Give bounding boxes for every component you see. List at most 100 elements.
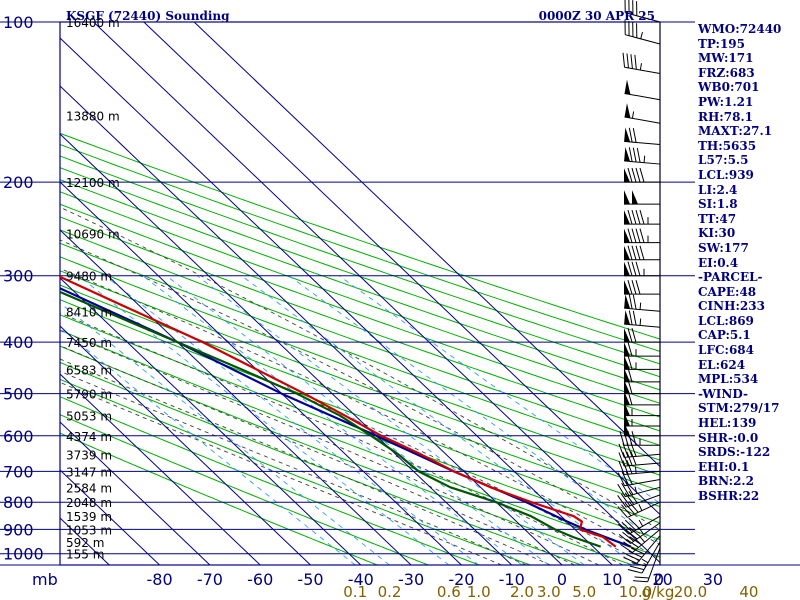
station-param: FRZ:683	[698, 65, 755, 80]
barb-full	[627, 245, 633, 260]
dry-adiabat	[60, 432, 378, 565]
dry-adiabat	[60, 203, 660, 418]
dry-adiabat	[60, 132, 660, 340]
mixing-ratio-label: 0.6	[437, 583, 461, 600]
barb-full	[627, 341, 633, 357]
barb-full	[631, 167, 637, 183]
barb-staff	[624, 470, 661, 476]
barb-full	[618, 452, 625, 467]
barb-full	[622, 443, 629, 458]
barb-full	[628, 147, 633, 162]
barb-half	[638, 504, 643, 511]
barb-full	[628, 501, 639, 513]
barb-staff	[624, 116, 661, 124]
height-label: 4374 m	[66, 430, 112, 444]
pressure-label: 300	[3, 267, 34, 286]
barb-full	[622, 451, 629, 466]
barb-full	[627, 327, 633, 343]
wind-barb	[624, 103, 661, 124]
mixing-ratio-label: 40	[739, 583, 758, 600]
barb-full	[624, 519, 637, 531]
wind-barb	[624, 210, 660, 225]
isotherm	[59, 85, 563, 566]
height-label: 5053 m	[66, 410, 112, 424]
station-param: RH:78.1	[698, 109, 753, 124]
barb-full	[632, 128, 637, 143]
dry-adiabat	[60, 143, 660, 352]
wind-barb	[624, 190, 660, 205]
isotherm	[59, 133, 513, 566]
wind-barb	[618, 460, 661, 476]
barb-flag	[632, 190, 638, 205]
moist-adiabat	[60, 267, 660, 560]
mixing-ratio-label: 20.0	[674, 583, 707, 600]
wind-barb	[624, 79, 661, 101]
barb-full	[620, 543, 633, 553]
pressure-label: 600	[3, 427, 34, 446]
barb-half	[639, 528, 645, 535]
station-param: CAP:5.1	[698, 328, 751, 343]
barb-full	[628, 550, 643, 558]
temperature-tick-label: -70	[197, 570, 223, 589]
station-param: MW:171	[698, 51, 754, 66]
isotherm	[59, 421, 211, 566]
barb-staff	[624, 140, 661, 146]
station-param: WMO:72440	[698, 22, 782, 36]
barb-full	[629, 565, 645, 571]
barb-full	[631, 327, 637, 343]
height-label: 3739 m	[66, 448, 112, 462]
wind-barb	[627, 541, 661, 574]
barb-full	[625, 471, 633, 485]
wind-barb	[624, 341, 660, 357]
temperature-tick-label: -30	[398, 570, 424, 589]
barb-full	[626, 460, 633, 474]
barb-full	[631, 261, 637, 276]
barb-full	[625, 481, 634, 495]
isotherm	[59, 229, 412, 566]
barb-full	[625, 529, 638, 540]
temperature-tick-label: 10	[602, 570, 622, 589]
barb-full	[639, 167, 645, 183]
height-label: 12100 m	[66, 176, 120, 190]
barb-full	[632, 294, 637, 310]
barb-full	[628, 310, 633, 325]
pressure-label: 700	[3, 462, 34, 481]
barb-staff	[628, 515, 661, 535]
temperature-tick-label: -10	[499, 570, 525, 589]
barb-full	[635, 280, 641, 295]
wind-barb	[624, 167, 660, 183]
wind-barb	[624, 261, 660, 277]
barb-full	[619, 431, 625, 446]
barb-full	[635, 228, 641, 243]
barb-full	[627, 569, 643, 574]
barb-full	[618, 523, 630, 535]
barb-full	[635, 167, 641, 183]
barb-staff	[626, 494, 661, 508]
wind-barb	[617, 490, 661, 508]
height-label: 155 m	[66, 548, 104, 562]
barb-flag	[624, 379, 630, 394]
dry-adiabat	[60, 414, 429, 565]
wind-barb	[624, 411, 660, 427]
pressure-label: 800	[3, 493, 34, 512]
barb-full	[617, 472, 625, 486]
station-param: WB0:701	[698, 80, 760, 95]
dry-adiabat	[60, 396, 480, 565]
dry-adiabat	[60, 229, 660, 446]
barb-half	[631, 111, 635, 119]
barb-full	[622, 460, 629, 475]
barb-full	[622, 531, 635, 542]
barb-staff	[624, 478, 661, 487]
barb-full	[635, 261, 641, 276]
moist-adiabat	[60, 292, 648, 565]
height-label: 8410 m	[66, 305, 112, 319]
station-param: BRN:2.2	[698, 474, 754, 489]
isotherm	[59, 277, 362, 566]
barb-full	[631, 431, 637, 446]
barb-full	[627, 210, 633, 225]
barb-staff	[636, 535, 661, 564]
station-param: CAPE:48	[698, 284, 757, 299]
wind-barbs	[617, 0, 661, 583]
temperature-tick-label: 0	[557, 570, 567, 589]
dry-adiabat	[60, 155, 660, 365]
